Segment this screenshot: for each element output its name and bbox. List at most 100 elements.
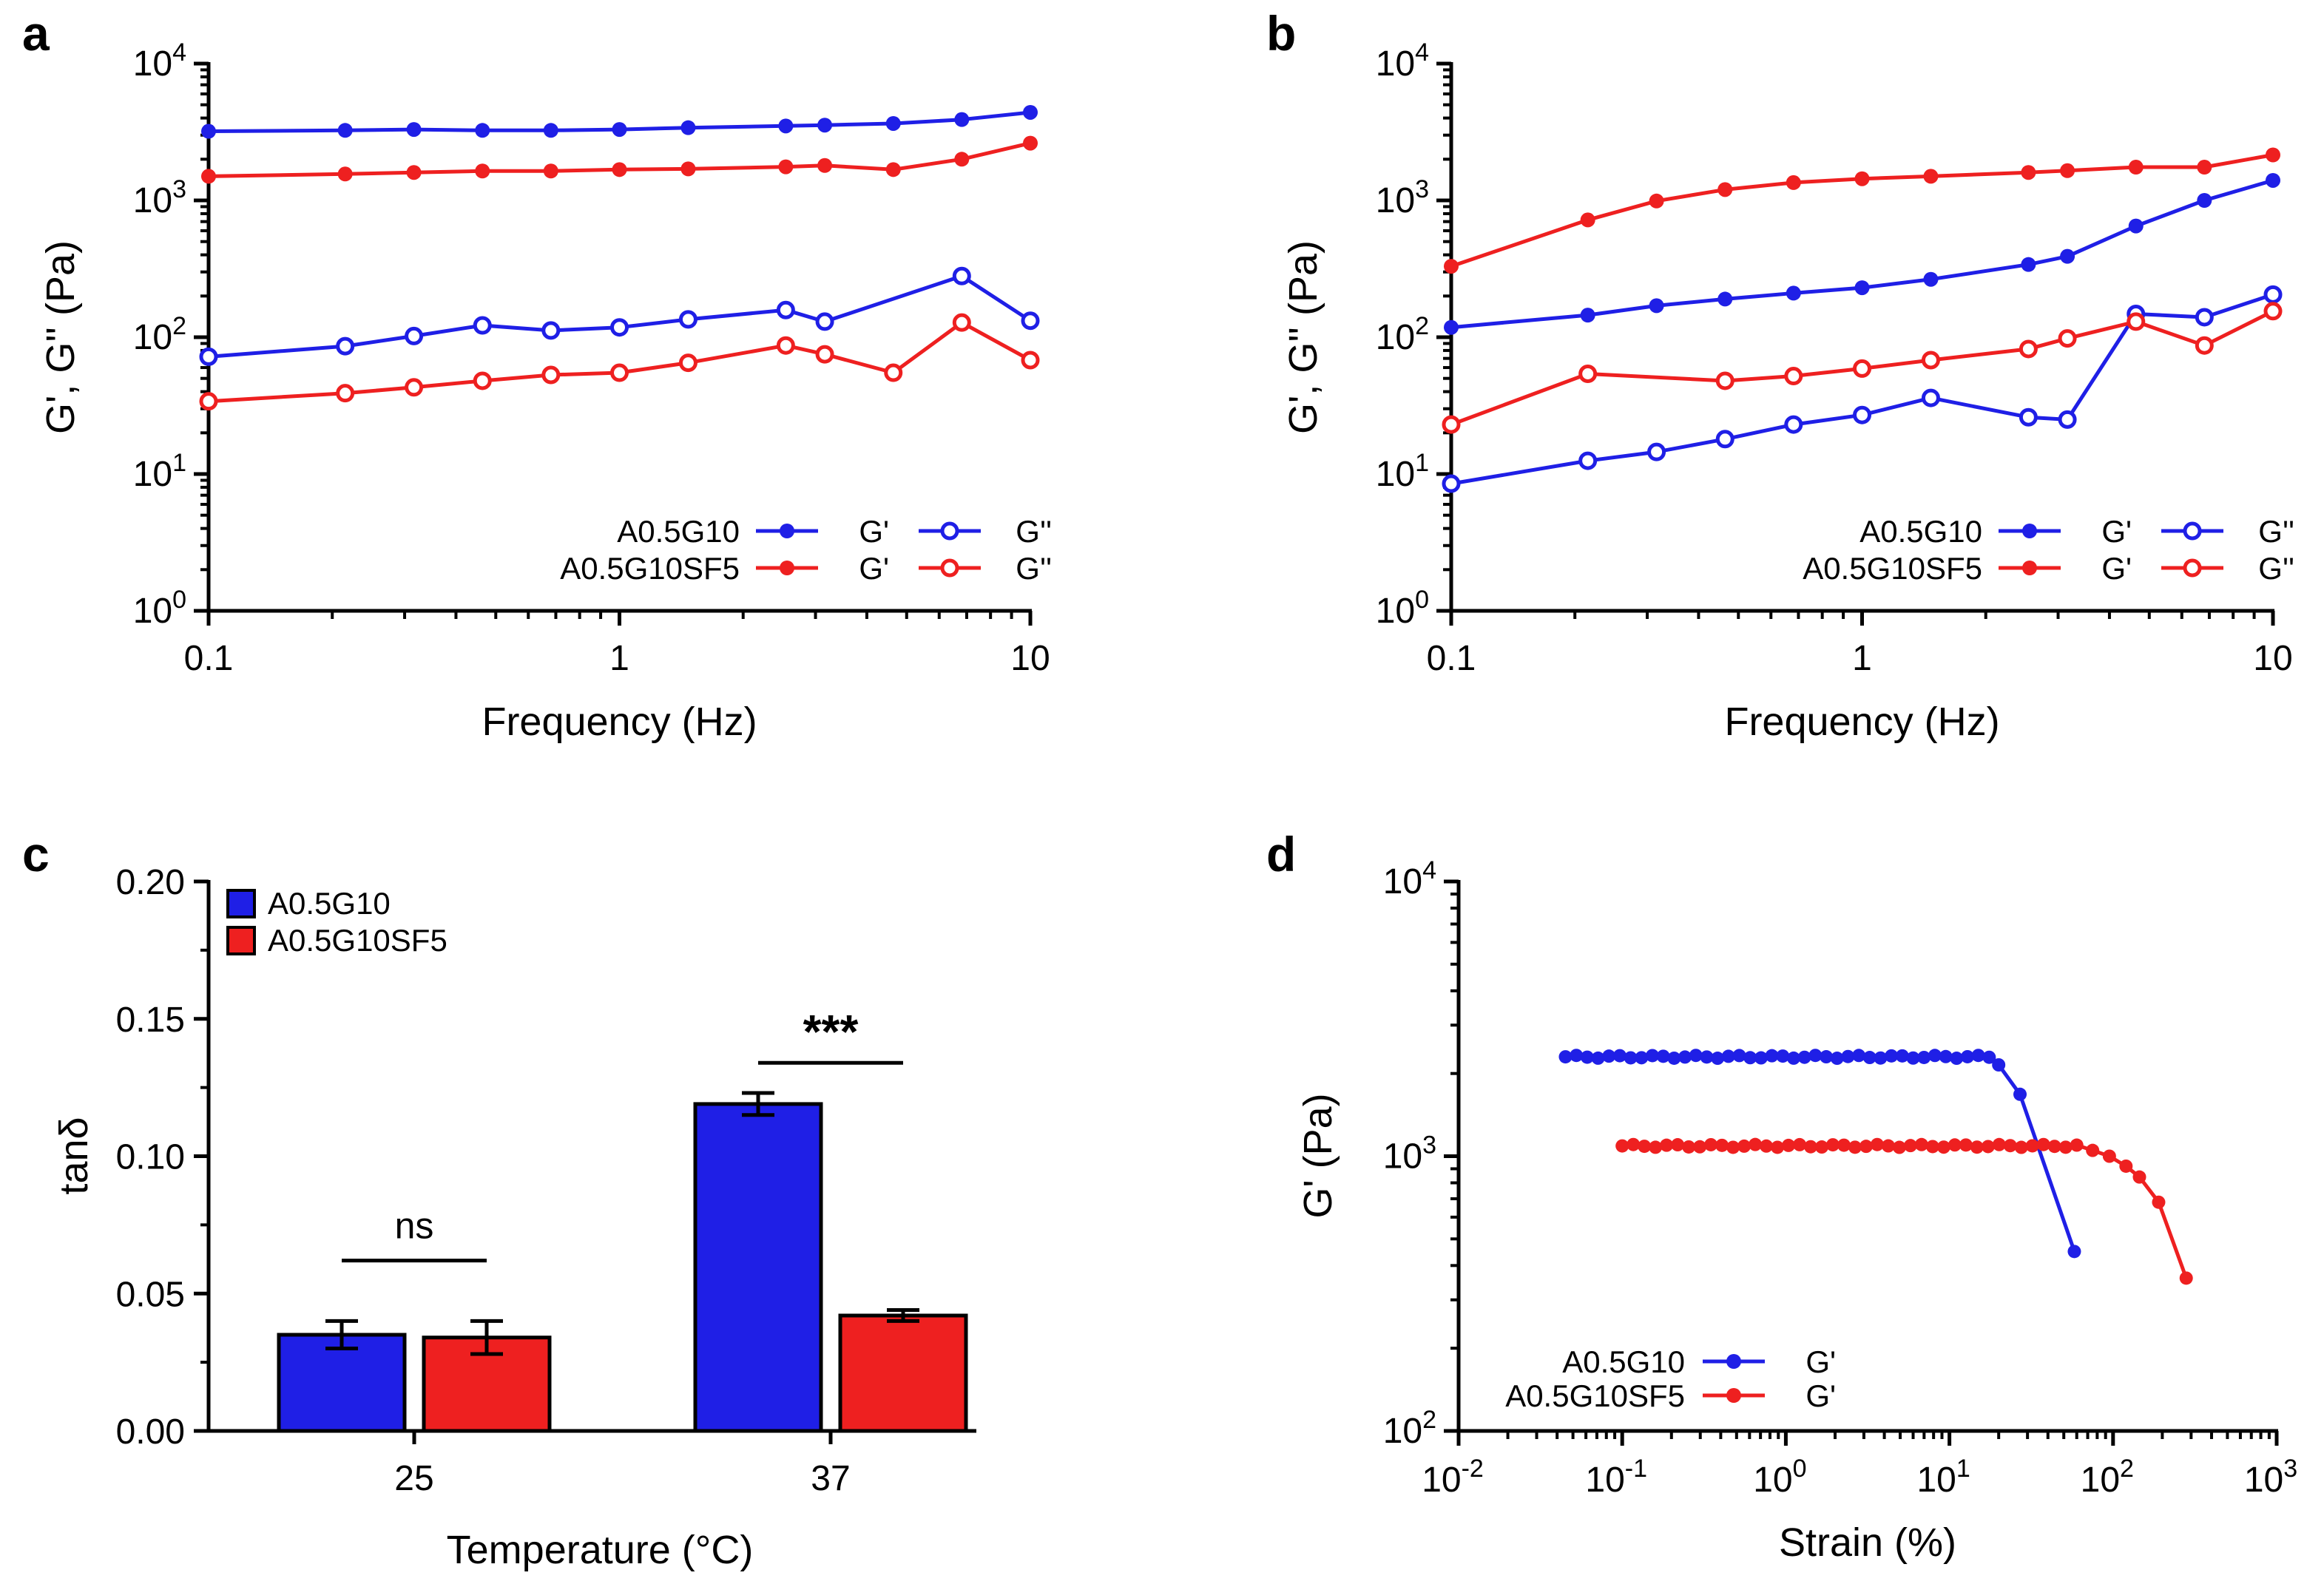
- tick-base: 10: [133, 455, 172, 494]
- y-tick-label: 103: [1376, 175, 1429, 220]
- panel-letter: d: [1266, 827, 1296, 881]
- data-point: [2047, 1140, 2061, 1154]
- legend-modulus-label: G'': [2258, 551, 2294, 586]
- data-point: [2060, 248, 2075, 264]
- data-point: [1578, 451, 1598, 470]
- legend-marker: [1726, 1388, 1741, 1403]
- data-point: [2058, 410, 2077, 429]
- tick-base: 10: [2081, 1461, 2120, 1500]
- data-point: [776, 336, 795, 355]
- series-line: [1450, 292, 2274, 486]
- tick-exponent: 2: [2120, 1455, 2134, 1483]
- panel-letter: b: [1266, 6, 1296, 61]
- data-point: [1936, 1140, 1950, 1154]
- tick-exponent: 3: [172, 175, 186, 203]
- data-point: [1992, 1057, 2006, 1072]
- data-point: [1754, 1051, 1768, 1065]
- data-point: [1841, 1049, 1855, 1063]
- tick-exponent: 2: [1415, 312, 1429, 340]
- data-point: [1804, 1140, 1818, 1154]
- data-point: [1615, 1139, 1629, 1153]
- data-point: [1784, 415, 1803, 434]
- tick-base: 10: [2244, 1461, 2283, 1500]
- data-point: [1921, 351, 1940, 370]
- data-point: [2266, 172, 2280, 188]
- x-tick-label: 0.1: [1427, 639, 1476, 678]
- data-point: [1820, 1050, 1834, 1064]
- data-point: [1627, 1137, 1641, 1151]
- data-point: [1580, 308, 1595, 323]
- data-point: [1580, 212, 1595, 228]
- data-point: [543, 163, 558, 179]
- data-point: [1442, 415, 1461, 434]
- x-axis-label: Frequency (Hz): [1724, 700, 1999, 744]
- x-tick-label: 102: [2081, 1455, 2134, 1500]
- y-tick-label: 0.00: [116, 1412, 185, 1452]
- data-point: [1660, 1138, 1674, 1152]
- data-point: [2128, 160, 2144, 175]
- data-point: [405, 378, 424, 397]
- data-point: [1853, 359, 1871, 378]
- data-point: [2152, 1195, 2166, 1209]
- data-point: [1923, 271, 1939, 287]
- data-point: [1948, 1138, 1962, 1152]
- x-tick-label: 10-1: [1585, 1455, 1647, 1500]
- data-point: [541, 365, 561, 385]
- data-point: [1837, 1138, 1851, 1152]
- data-point: [2197, 160, 2212, 175]
- y-tick-label: 103: [1383, 1131, 1436, 1177]
- tick-exponent: 2: [1422, 1406, 1436, 1434]
- series-line: [208, 141, 1031, 178]
- tick-base: 10: [1753, 1461, 1792, 1500]
- data-point: [1808, 1049, 1823, 1063]
- legend-marker: [940, 521, 959, 541]
- data-point: [1649, 193, 1664, 209]
- tick-exponent: 4: [1422, 856, 1436, 884]
- data-point: [610, 363, 629, 382]
- data-point: [1580, 1050, 1594, 1064]
- data-point: [1852, 1049, 1866, 1063]
- data-point: [1649, 1140, 1663, 1154]
- legend-marker: [940, 558, 959, 578]
- data-point: [815, 345, 834, 364]
- data-point: [1786, 175, 1801, 190]
- tick-exponent: -1: [1625, 1455, 1647, 1483]
- data-point: [1814, 1140, 1828, 1154]
- panel-letter: c: [22, 827, 50, 881]
- data-point: [1602, 1049, 1616, 1063]
- data-point: [2019, 407, 2038, 427]
- data-point: [1854, 171, 1870, 186]
- data-point: [1784, 367, 1803, 386]
- data-point: [1830, 1052, 1844, 1066]
- legend-modulus-label: G': [2101, 551, 2132, 586]
- tick-base: 10: [1585, 1461, 1624, 1500]
- series-line: [1621, 1143, 2189, 1279]
- data-point: [815, 312, 834, 331]
- y-tick-label: 0.20: [116, 863, 185, 902]
- data-point: [1700, 1050, 1714, 1064]
- legend-marker: [2022, 524, 2037, 538]
- data-point: [2086, 1143, 2100, 1157]
- legend-sample-label: A0.5G10SF5: [560, 551, 740, 586]
- data-point: [473, 371, 492, 390]
- data-point: [336, 336, 355, 356]
- y-tick-label: 104: [1376, 38, 1429, 84]
- legend-marker: [2022, 561, 2037, 575]
- legend-label: A0.5G10SF5: [268, 923, 447, 958]
- data-point: [952, 313, 971, 332]
- tick-exponent: 1: [172, 449, 186, 477]
- tick-base: 10: [1376, 318, 1415, 357]
- tick-base: 10: [1383, 1412, 1422, 1451]
- y-tick-label: 0.05: [116, 1275, 185, 1314]
- legend-modulus-label: G': [859, 514, 889, 549]
- data-point: [954, 112, 970, 127]
- data-point: [1721, 1049, 1735, 1063]
- data-point: [612, 162, 627, 177]
- x-tick-label: 100: [1753, 1455, 1806, 1500]
- x-tick-label: 1: [609, 639, 629, 678]
- tick-base: 10: [133, 181, 172, 220]
- data-point: [1635, 1051, 1649, 1065]
- data-point: [1981, 1140, 1995, 1154]
- y-tick-label: 100: [1376, 586, 1429, 631]
